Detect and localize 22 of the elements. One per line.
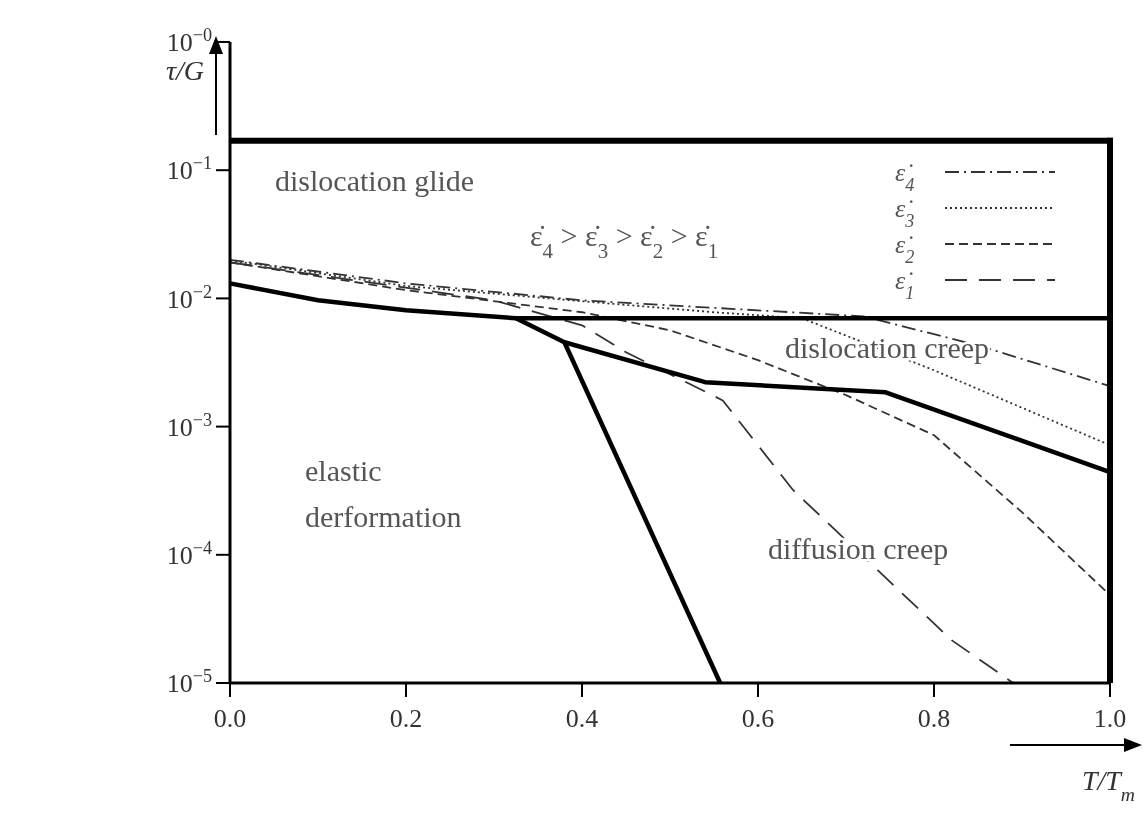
x-tick-label: 0.0 (213, 704, 247, 733)
x-tick-label: 0.2 (389, 704, 423, 733)
x-tick-label: 0.4 (565, 704, 599, 733)
annotation: diffusion creep (768, 531, 949, 565)
y-tick-label: 10$^{−2}$ (166, 281, 212, 314)
annotation: elastic derformation (305, 453, 462, 533)
legend-label: ε̇$_{2}$ (895, 230, 915, 268)
x-axis-title: T/T$_{m}$ (1081, 765, 1135, 805)
x-tick-label: 0.6 (741, 704, 775, 733)
y-tick-label: 10$^{−1}$ (166, 153, 212, 186)
annotation: dislocation glide (275, 163, 475, 197)
y-tick-label: 10$^{−5}$ (166, 666, 212, 699)
y-tick-label: 10$^{−0}$ (166, 25, 212, 58)
legend-label: ε̇$_{3}$ (895, 194, 915, 232)
legend-label: ε̇$_{1}$ (895, 266, 915, 304)
legend-label: ε̇$_{4}$ (895, 158, 915, 196)
y-tick-label: 10$^{−3}$ (166, 409, 212, 442)
annotation: ε̇$_{4}$ > ε̇$_{3}$ > ε̇$_{2}$ > ε̇$_{1}$ (530, 218, 719, 263)
x-tick-label: 1.0 (1093, 704, 1127, 733)
x-tick-label: 0.8 (917, 704, 951, 733)
y-tick-label: 10$^{−4}$ (166, 537, 212, 570)
y-axis-title: τ/G (165, 55, 205, 86)
